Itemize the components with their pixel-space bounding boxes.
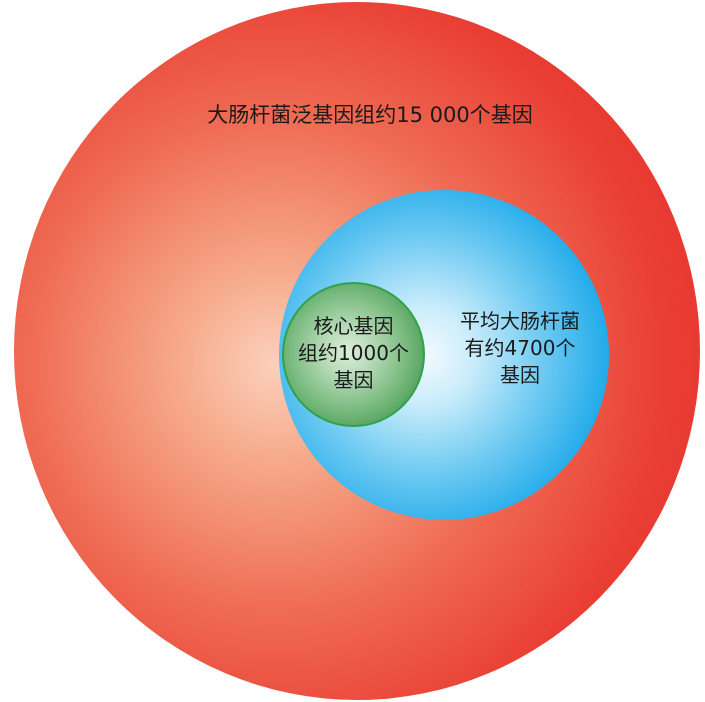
core-genome-label-line-3: 基因 — [333, 368, 374, 392]
average-genome-label-line-3: 基因 — [500, 363, 540, 387]
core-genome-label-line-2: 组约1000个 — [298, 341, 409, 365]
core-genome-circle — [282, 282, 425, 427]
pan-genome-label: 大肠杆菌泛基因组约15 000个基因 — [120, 100, 620, 130]
average-genome-label-line-1: 平均大肠杆菌 — [460, 309, 580, 333]
pan-genome-label-line: 大肠杆菌泛基因组约15 000个基因 — [207, 103, 533, 127]
average-genome-label-line-2: 有约4700个 — [464, 336, 576, 360]
core-genome-label: 核心基因 组约1000个 基因 — [282, 313, 425, 394]
average-genome-label: 平均大肠杆菌 有约4700个 基因 — [425, 308, 615, 389]
core-genome-label-line-1: 核心基因 — [313, 314, 394, 338]
